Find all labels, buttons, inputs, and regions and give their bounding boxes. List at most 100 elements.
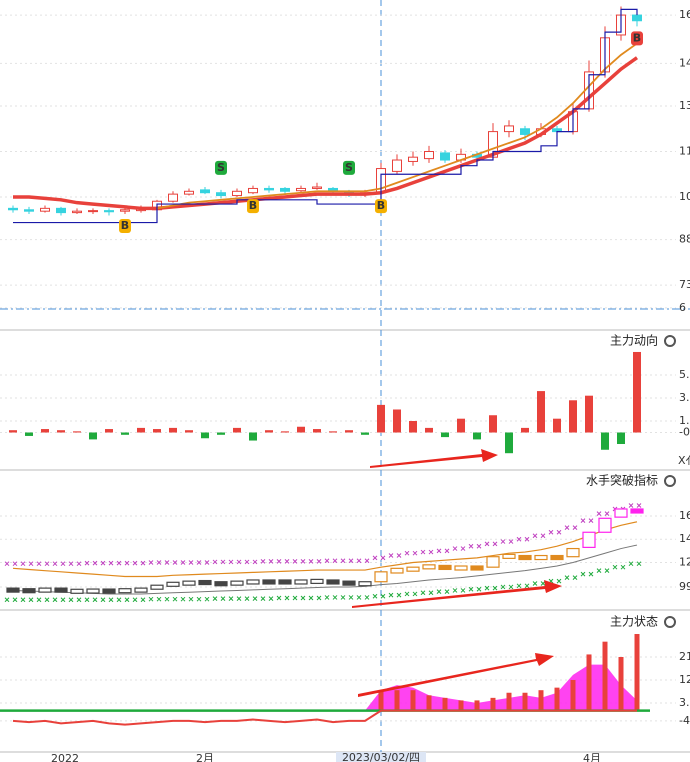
y-tick-label: 88 — [679, 233, 690, 246]
bar — [378, 690, 384, 711]
bar — [121, 432, 129, 435]
cross-mark — [444, 589, 450, 594]
cross-mark — [500, 584, 506, 590]
cross-mark — [492, 585, 498, 591]
settings-icon[interactable] — [664, 616, 676, 628]
cross-mark — [580, 518, 586, 523]
cross-mark — [28, 597, 34, 603]
cross-mark — [284, 595, 290, 601]
candle-body — [280, 187, 290, 192]
settings-icon[interactable] — [664, 335, 676, 347]
candle-body — [216, 192, 226, 197]
cross-mark — [508, 539, 514, 544]
candle-body — [248, 187, 258, 194]
signal-label: B — [121, 219, 129, 232]
signal-label: B — [633, 31, 641, 44]
signal: B — [631, 31, 643, 46]
cross-mark — [76, 561, 82, 567]
cross-mark — [348, 595, 354, 600]
cross-mark — [84, 597, 90, 603]
cross-mark — [44, 597, 50, 603]
cross-mark — [52, 561, 58, 567]
box — [326, 579, 340, 585]
arrow — [352, 580, 562, 608]
cross-mark — [468, 586, 474, 592]
cross-mark — [92, 597, 98, 603]
box — [438, 564, 452, 571]
cross-mark — [556, 578, 562, 584]
x-axis-label: 2月 — [196, 752, 214, 762]
cross-mark — [260, 559, 266, 564]
arrow — [358, 653, 554, 697]
bar — [489, 415, 497, 433]
cross-mark — [420, 590, 426, 596]
cross-mark — [628, 561, 634, 567]
signal-badge — [631, 31, 643, 46]
box — [422, 564, 436, 570]
cross-mark — [380, 593, 386, 599]
cross-mark — [452, 588, 458, 593]
signal-label: S — [345, 161, 353, 174]
cross-mark — [340, 595, 346, 600]
cross-mark — [132, 597, 138, 603]
cross-mark — [524, 583, 530, 589]
y-tick-label: 3. — [679, 391, 690, 404]
box — [38, 587, 52, 593]
cross-mark — [292, 559, 298, 564]
bar — [25, 432, 33, 436]
candle-body — [56, 207, 66, 214]
cross-mark — [540, 533, 546, 539]
cross-mark — [284, 559, 290, 564]
y-tick-label: 13 — [679, 99, 690, 112]
y-tick-label: 6 — [679, 301, 686, 314]
box — [262, 579, 276, 585]
y-tick-label: 16 — [679, 8, 690, 21]
bar — [473, 432, 481, 440]
box — [358, 581, 372, 587]
cross-mark — [548, 529, 554, 535]
bar — [9, 430, 17, 433]
bar — [297, 426, 305, 433]
panel-title: 主力动向 — [610, 333, 658, 348]
cross-mark — [20, 561, 26, 567]
cross-mark — [396, 592, 402, 598]
cross-mark — [148, 560, 154, 565]
bar — [441, 432, 449, 438]
settings-icon[interactable] — [664, 475, 676, 487]
cross-mark — [564, 525, 570, 530]
cross-mark — [116, 560, 122, 566]
y-tick-label: 1. — [679, 414, 690, 427]
bar — [89, 432, 97, 440]
bar — [602, 641, 608, 711]
cross-mark — [516, 536, 522, 542]
box — [502, 553, 516, 559]
cross-mark — [60, 561, 66, 567]
box — [102, 588, 116, 594]
candle-body — [72, 210, 82, 214]
cross-mark — [412, 550, 418, 556]
cross-mark — [324, 558, 330, 564]
cross-mark — [84, 560, 90, 566]
box — [518, 554, 532, 561]
bar — [409, 420, 417, 433]
cross-mark — [12, 561, 18, 567]
cross-mark — [468, 543, 474, 549]
box — [342, 580, 356, 586]
bar — [233, 427, 241, 433]
cross-mark — [372, 593, 378, 599]
cross-mark — [268, 596, 274, 601]
cross-mark — [108, 560, 114, 566]
cross-mark — [76, 597, 82, 603]
bar — [153, 429, 161, 433]
candle-body — [24, 209, 34, 212]
signal: S — [215, 160, 227, 175]
cross-mark — [292, 595, 298, 601]
bar — [537, 391, 545, 433]
y-tick-label: -4 — [679, 714, 690, 727]
line — [13, 56, 639, 211]
y-tick-label: 16 — [679, 509, 690, 522]
bar — [569, 400, 577, 433]
cross-mark — [204, 560, 210, 565]
y-tick-label: 11 — [679, 144, 690, 157]
cross-mark — [172, 560, 178, 565]
